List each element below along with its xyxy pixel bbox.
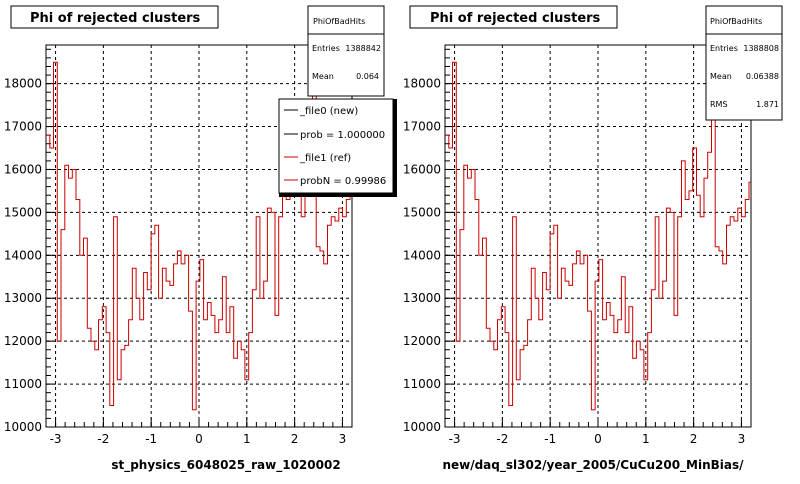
x-tick-label: 3 xyxy=(339,432,347,446)
right-stats-rms-value: 1.871 xyxy=(756,100,779,109)
x-tick-label: 1 xyxy=(243,432,251,446)
y-tick-label: 11000 xyxy=(403,377,441,391)
legend-entry-probN: probN = 0.99986 xyxy=(300,176,386,187)
left-chart-title: Phi of rejected clusters xyxy=(30,11,201,26)
left-stats-mean-value: 0.064 xyxy=(356,72,379,81)
x-tick-label: -1 xyxy=(544,432,556,446)
y-tick-label: 14000 xyxy=(403,248,441,262)
left-stats-name: PhiOfBadHits xyxy=(313,17,365,26)
x-tick-label: -3 xyxy=(50,432,62,446)
x-tick-label: -1 xyxy=(145,432,157,446)
y-tick-label: 12000 xyxy=(4,334,42,348)
y-tick-label: 13000 xyxy=(403,291,441,305)
x-tick-label: 3 xyxy=(738,432,746,446)
right-axes xyxy=(444,48,752,428)
x-tick-label: 0 xyxy=(594,432,602,446)
left-stats-box: PhiOfBadHits Entries 1388842 Mean 0.064 xyxy=(307,5,385,97)
x-tick-label: -2 xyxy=(496,432,508,446)
left-histogram-line xyxy=(46,61,352,411)
y-tick-label: 14000 xyxy=(4,248,42,262)
legend-entry-file1: _file1 (ref) xyxy=(299,153,351,164)
right-stats-mean-value: 0.06388 xyxy=(746,72,779,81)
x-tick-label: -2 xyxy=(97,432,109,446)
right-grid xyxy=(445,45,751,428)
x-tick-label: 1 xyxy=(642,432,650,446)
y-tick-label: 18000 xyxy=(4,77,42,91)
y-tick-label: 15000 xyxy=(403,205,441,219)
left-stats-entries-label: Entries xyxy=(312,44,340,53)
y-tick-label: 17000 xyxy=(403,120,441,134)
y-tick-label: 18000 xyxy=(403,77,441,91)
left-axes xyxy=(45,48,353,428)
right-histogram-line xyxy=(445,61,751,411)
y-tick-label: 16000 xyxy=(4,162,42,176)
x-tick-label: 2 xyxy=(690,432,698,446)
y-tick-label: 11000 xyxy=(4,377,42,391)
y-tick-label: 16000 xyxy=(403,162,441,176)
y-tick-label: 10000 xyxy=(4,420,42,434)
right-y-tick-labels: 10000 11000 12000 13000 14000 15000 16000 17000… xyxy=(403,77,441,434)
left-stats-mean-label: Mean xyxy=(312,72,334,81)
y-tick-label: 10000 xyxy=(403,420,441,434)
left-x-axis-label: st_physics_6048025_raw_1020002 xyxy=(111,458,340,473)
y-tick-label: 17000 xyxy=(4,120,42,134)
y-tick-label: 12000 xyxy=(403,334,441,348)
left-x-tick-labels: -3 -2 -1 0 1 2 3 xyxy=(50,432,347,446)
right-x-tick-labels: -3 -2 -1 0 1 2 3 xyxy=(449,432,746,446)
right-chart-title: Phi of rejected clusters xyxy=(430,11,601,26)
y-tick-label: 13000 xyxy=(4,291,42,305)
right-stats-mean-label: Mean xyxy=(710,72,732,81)
left-panel: 10000 11000 12000 13000 14000 15000 16000 17000… xyxy=(4,5,397,473)
x-tick-label: -3 xyxy=(449,432,461,446)
left-title-box: Phi of rejected clusters xyxy=(10,5,219,29)
left-stats-entries-value: 1388842 xyxy=(345,44,381,53)
legend-box: _file0 (new) prob = 1.000000 _file1 (ref… xyxy=(278,98,397,197)
right-stats-rms-label: RMS xyxy=(710,100,728,109)
right-stats-entries-label: Entries xyxy=(710,44,738,53)
right-stats-box: PhiOfBadHits Entries 1388808 Mean 0.0638… xyxy=(705,5,783,121)
right-title-box: Phi of rejected clusters xyxy=(409,5,618,29)
right-stats-entries-value: 1388808 xyxy=(743,44,779,53)
legend-entry-file0: _file0 (new) xyxy=(299,106,358,117)
right-stats-name: PhiOfBadHits xyxy=(710,17,762,26)
legend-entry-prob: prob = 1.000000 xyxy=(300,130,385,141)
x-tick-label: 2 xyxy=(291,432,299,446)
y-tick-label: 15000 xyxy=(4,205,42,219)
left-y-tick-labels: 10000 11000 12000 13000 14000 15000 16000 17000… xyxy=(4,77,42,434)
right-x-axis-label: new/daq_sl302/year_2005/CuCu200_MinBias/ xyxy=(442,458,744,473)
x-tick-label: 0 xyxy=(195,432,203,446)
right-panel: 10000 11000 12000 13000 14000 15000 16000 17000… xyxy=(403,5,783,473)
